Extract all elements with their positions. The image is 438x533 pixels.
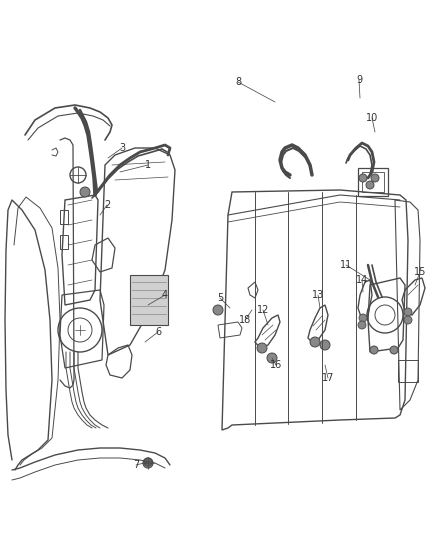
Circle shape	[404, 316, 412, 324]
Text: 8: 8	[235, 77, 241, 87]
Text: 15: 15	[414, 267, 426, 277]
Circle shape	[310, 337, 320, 347]
Circle shape	[371, 174, 379, 182]
Circle shape	[390, 346, 398, 354]
Circle shape	[320, 340, 330, 350]
Text: 13: 13	[312, 290, 324, 300]
Circle shape	[359, 174, 367, 182]
Text: 10: 10	[366, 113, 378, 123]
Text: 16: 16	[270, 360, 282, 370]
Text: 5: 5	[217, 293, 223, 303]
Bar	[358, 168, 388, 196]
Bar	[60, 210, 68, 224]
Text: 2: 2	[104, 200, 110, 210]
Text: 11: 11	[340, 260, 352, 270]
Text: 1: 1	[145, 160, 151, 170]
Text: 14: 14	[356, 275, 368, 285]
Circle shape	[143, 458, 153, 468]
Bar	[362, 172, 384, 192]
Circle shape	[359, 314, 367, 322]
Text: 4: 4	[162, 290, 168, 300]
Circle shape	[366, 181, 374, 189]
Bar	[60, 235, 68, 249]
Text: 12: 12	[257, 305, 269, 315]
Circle shape	[213, 305, 223, 315]
Circle shape	[358, 321, 366, 329]
Circle shape	[144, 458, 152, 466]
Bar	[130, 275, 168, 325]
Circle shape	[370, 346, 378, 354]
Text: 9: 9	[356, 75, 362, 85]
Text: 3: 3	[119, 143, 125, 153]
Text: 17: 17	[322, 373, 334, 383]
Circle shape	[404, 308, 412, 316]
Circle shape	[257, 343, 267, 353]
Bar	[398, 360, 418, 382]
Text: 6: 6	[155, 327, 161, 337]
Text: 7: 7	[133, 460, 139, 470]
Circle shape	[80, 187, 90, 197]
Circle shape	[267, 353, 277, 363]
Text: 18: 18	[239, 315, 251, 325]
